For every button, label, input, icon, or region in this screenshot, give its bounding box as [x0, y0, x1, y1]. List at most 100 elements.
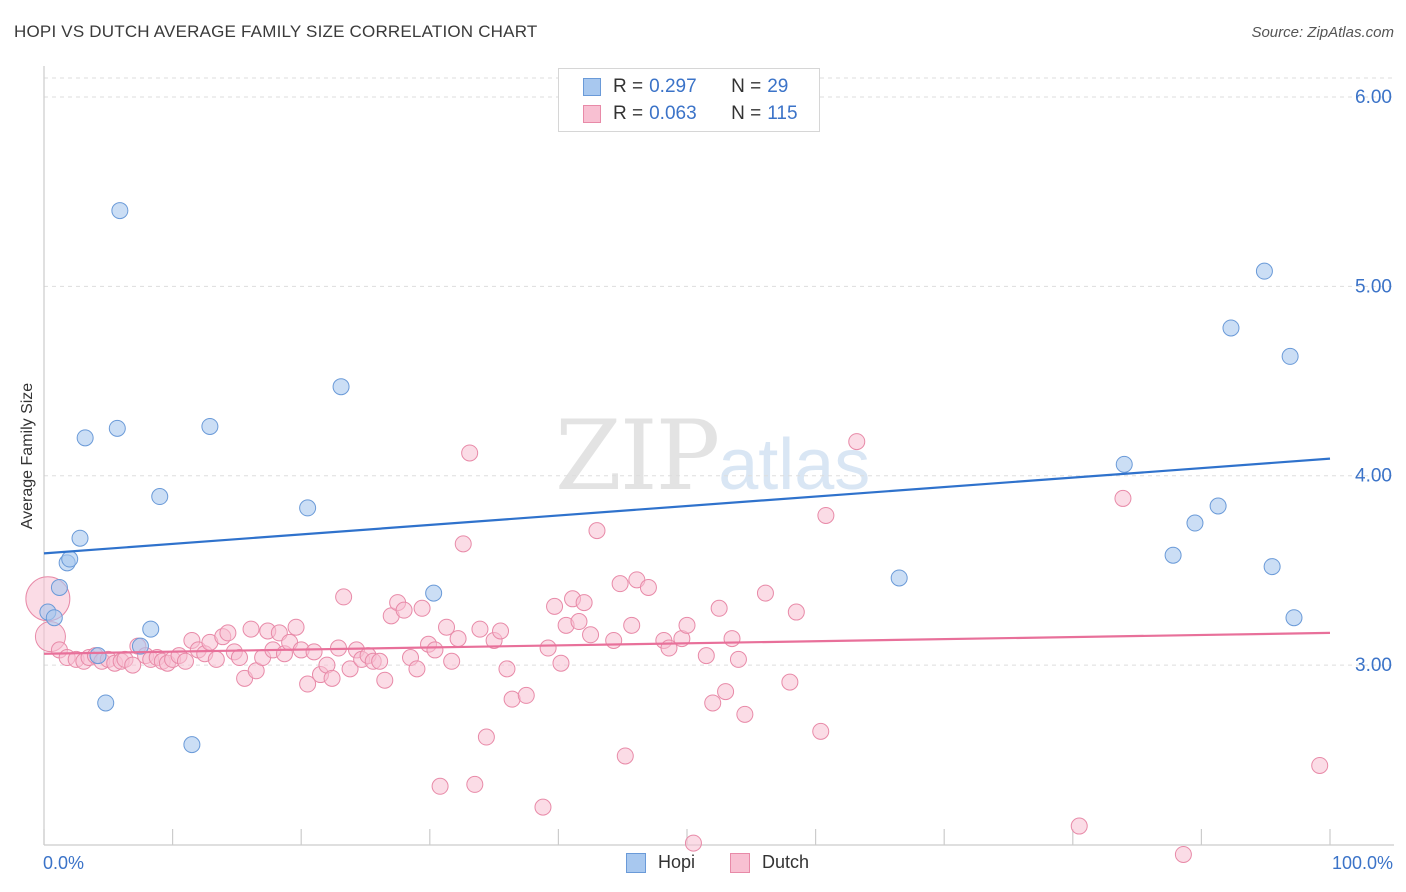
hopi-point: [76, 429, 94, 447]
hopi-point: [45, 609, 63, 627]
dutch-point: [704, 694, 722, 712]
dutch-point: [611, 575, 629, 593]
hopi-point: [1263, 558, 1281, 576]
dutch-point: [477, 728, 495, 746]
dutch-point: [438, 618, 456, 636]
dutch-point: [616, 747, 634, 765]
dutch-point: [498, 660, 516, 678]
dutch-point: [539, 639, 557, 657]
dutch-point: [623, 616, 641, 634]
legend-item-dutch[interactable]: Dutch: [730, 852, 809, 873]
watermark-atlas: atlas: [718, 425, 871, 505]
dutch-point: [335, 588, 353, 606]
dutch-point: [230, 649, 248, 667]
hopi-point: [1186, 514, 1204, 532]
hopi-point: [183, 736, 201, 754]
legend-n-value: 29: [767, 76, 789, 97]
legend-n-label: N =: [731, 103, 762, 124]
y-tick-label: 5.00: [1355, 276, 1392, 297]
hopi-point: [71, 529, 89, 547]
dutch-point: [717, 683, 735, 701]
hopi-point: [142, 620, 160, 638]
dutch-point: [395, 601, 413, 619]
legend-item-hopi[interactable]: Hopi: [626, 852, 695, 873]
dutch-point: [503, 690, 521, 708]
hopi-point: [332, 378, 350, 396]
dutch-points: [25, 433, 1329, 863]
dutch-point: [299, 675, 317, 693]
dutch-point: [176, 652, 194, 670]
dutch-point: [684, 834, 702, 852]
dutch-point: [582, 626, 600, 644]
y-tick-label: 6.00: [1355, 87, 1392, 108]
hopi-point: [111, 202, 129, 220]
dutch-point: [1311, 756, 1329, 774]
hopi-swatch: [626, 852, 646, 873]
dutch-point: [471, 620, 489, 638]
dutch-point: [787, 603, 805, 621]
chart-title: HOPI VS DUTCH AVERAGE FAMILY SIZE CORREL…: [14, 22, 538, 41]
hopi-point: [890, 569, 908, 587]
dutch-point: [449, 630, 467, 648]
dutch-point: [848, 433, 866, 451]
legend-r-value: 0.063: [649, 103, 697, 124]
dutch-point: [371, 652, 389, 670]
hopi-point: [151, 488, 169, 506]
y-tick-labels: 3.00 4.00 5.00 6.00: [1355, 87, 1392, 676]
trend-lines: [43, 457, 1331, 655]
y-tick-label: 4.00: [1355, 466, 1392, 487]
dutch-point: [710, 599, 728, 617]
dutch-point: [1114, 489, 1132, 507]
dutch-point: [426, 641, 444, 659]
dutch-point: [570, 613, 588, 631]
legend-label-dutch: Dutch: [762, 852, 810, 872]
hopi-point: [97, 694, 115, 712]
dutch-point: [575, 594, 593, 612]
legend-label-hopi: Hopi: [658, 852, 696, 872]
dutch-point: [756, 584, 774, 602]
dutch-swatch: [583, 105, 601, 123]
dutch-point: [492, 622, 510, 640]
dutch-point: [431, 777, 449, 795]
dutch-point: [817, 506, 835, 524]
x-tick-label-min: 0.0%: [43, 853, 85, 873]
legend-row-hopi: R = 0.297 N = 29: [583, 75, 788, 99]
dutch-point: [781, 673, 799, 691]
hopi-point: [1255, 262, 1273, 280]
dutch-point: [723, 630, 741, 648]
legend-r-label: R =: [613, 76, 644, 97]
dutch-point: [461, 444, 479, 462]
dutch-point: [323, 669, 341, 687]
dutch-point: [287, 618, 305, 636]
dutch-point: [812, 722, 830, 740]
legend-n-value: 115: [767, 103, 798, 124]
dutch-point: [546, 597, 564, 615]
hopi-point: [89, 647, 107, 665]
dutch-point: [443, 652, 461, 670]
watermark: ZIPatlas: [555, 400, 870, 512]
legend-row-dutch: R = 0.063 N = 115: [583, 102, 798, 126]
watermark-zip: ZIP: [555, 400, 720, 512]
hopi-point: [50, 578, 68, 596]
dutch-point: [466, 775, 484, 793]
dutch-point: [219, 624, 237, 642]
dutch-point: [1174, 845, 1192, 863]
dutch-point: [305, 643, 323, 661]
dutch-trend-line: [43, 631, 1331, 655]
dutch-point: [413, 599, 431, 617]
hopi-point: [131, 637, 149, 655]
dutch-point: [588, 522, 606, 540]
hopi-point: [1115, 455, 1133, 473]
hopi-points: [39, 202, 1303, 754]
y-tick-label: 3.00: [1355, 655, 1392, 676]
hopi-trend-line: [43, 457, 1331, 555]
hopi-point: [1222, 319, 1240, 337]
hopi-point: [61, 550, 79, 568]
hopi-point: [1285, 609, 1303, 627]
hopi-point: [425, 584, 443, 602]
hopi-point: [201, 417, 219, 435]
legend-r-label: R =: [613, 103, 644, 124]
x-tick-label-max: 100.0%: [1331, 853, 1393, 873]
dutch-point: [341, 660, 359, 678]
